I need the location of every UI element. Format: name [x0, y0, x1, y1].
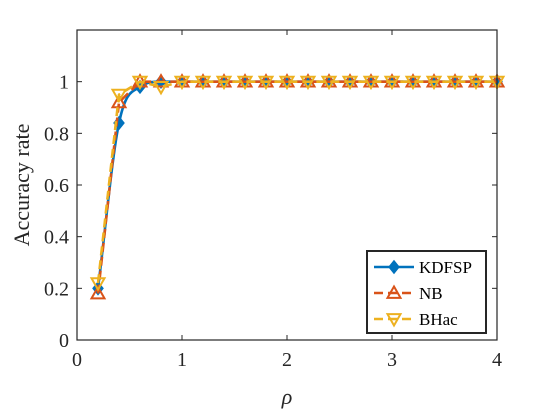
- data-point-bhac: [320, 75, 338, 91]
- legend-box: [366, 250, 487, 334]
- data-point-bhac: [341, 75, 359, 91]
- data-point-bhac: [299, 75, 317, 91]
- plot-frame: [76, 29, 498, 341]
- data-point-bhac: [278, 75, 296, 91]
- y-tick-label: 0.8: [44, 123, 69, 145]
- y-tick-label: 0.2: [44, 278, 69, 300]
- x-tick-labels: 0 1 2 3 4: [72, 349, 502, 371]
- data-point-bhac: [152, 80, 170, 96]
- data-point-bhac: [173, 75, 191, 91]
- y-tick-label: 1: [59, 72, 69, 94]
- x-tick-label: 1: [177, 349, 187, 371]
- legend-marker-bhac: [385, 313, 403, 328]
- data-point-nb: [110, 93, 128, 109]
- y-axis-label: Accuracy rate: [9, 124, 34, 247]
- data-point-bhac: [383, 75, 401, 91]
- legend-item-kdfsp: KDFSP: [374, 258, 472, 277]
- x-axis-ticks: [76, 30, 498, 340]
- data-point-bhac: [446, 75, 464, 91]
- legend-marker-kdfsp: [388, 259, 400, 275]
- data-point-bhac: [110, 88, 128, 104]
- x-tick-label: 2: [282, 349, 292, 371]
- data-point-nb: [152, 73, 170, 88]
- legend-marker-nb: [385, 284, 403, 299]
- data-point-bhac: [257, 75, 275, 91]
- y-tick-label: 0.4: [44, 227, 69, 249]
- x-axis-label: ρ: [281, 384, 293, 409]
- data-point-bhac: [467, 75, 485, 91]
- y-tick-label: 0.6: [44, 175, 69, 197]
- data-point-bhac: [194, 75, 212, 91]
- data-point-bhac: [131, 75, 149, 91]
- x-tick-label: 4: [492, 349, 502, 371]
- legend: KDFSP NB BHac: [366, 250, 487, 334]
- y-tick-label: 0: [59, 330, 69, 352]
- legend-item-nb: NB: [374, 284, 443, 303]
- data-point-bhac: [89, 277, 107, 292]
- legend-label-bhac: BHac: [419, 310, 458, 329]
- legend-item-bhac: BHac: [374, 310, 458, 329]
- data-point-bhac: [236, 75, 254, 91]
- data-point-bhac: [362, 75, 380, 91]
- data-point-bhac: [425, 75, 443, 91]
- x-tick-label: 3: [387, 349, 397, 371]
- y-tick-labels: 0 0.2 0.4 0.6 0.8 1: [44, 72, 69, 352]
- data-point-bhac: [404, 75, 422, 91]
- legend-label-kdfsp: KDFSP: [419, 258, 472, 277]
- legend-label-nb: NB: [419, 284, 443, 303]
- series-bhac: [89, 75, 506, 292]
- x-tick-label: 0: [72, 349, 82, 371]
- data-point-nb: [89, 284, 107, 300]
- data-point-bhac: [215, 75, 233, 91]
